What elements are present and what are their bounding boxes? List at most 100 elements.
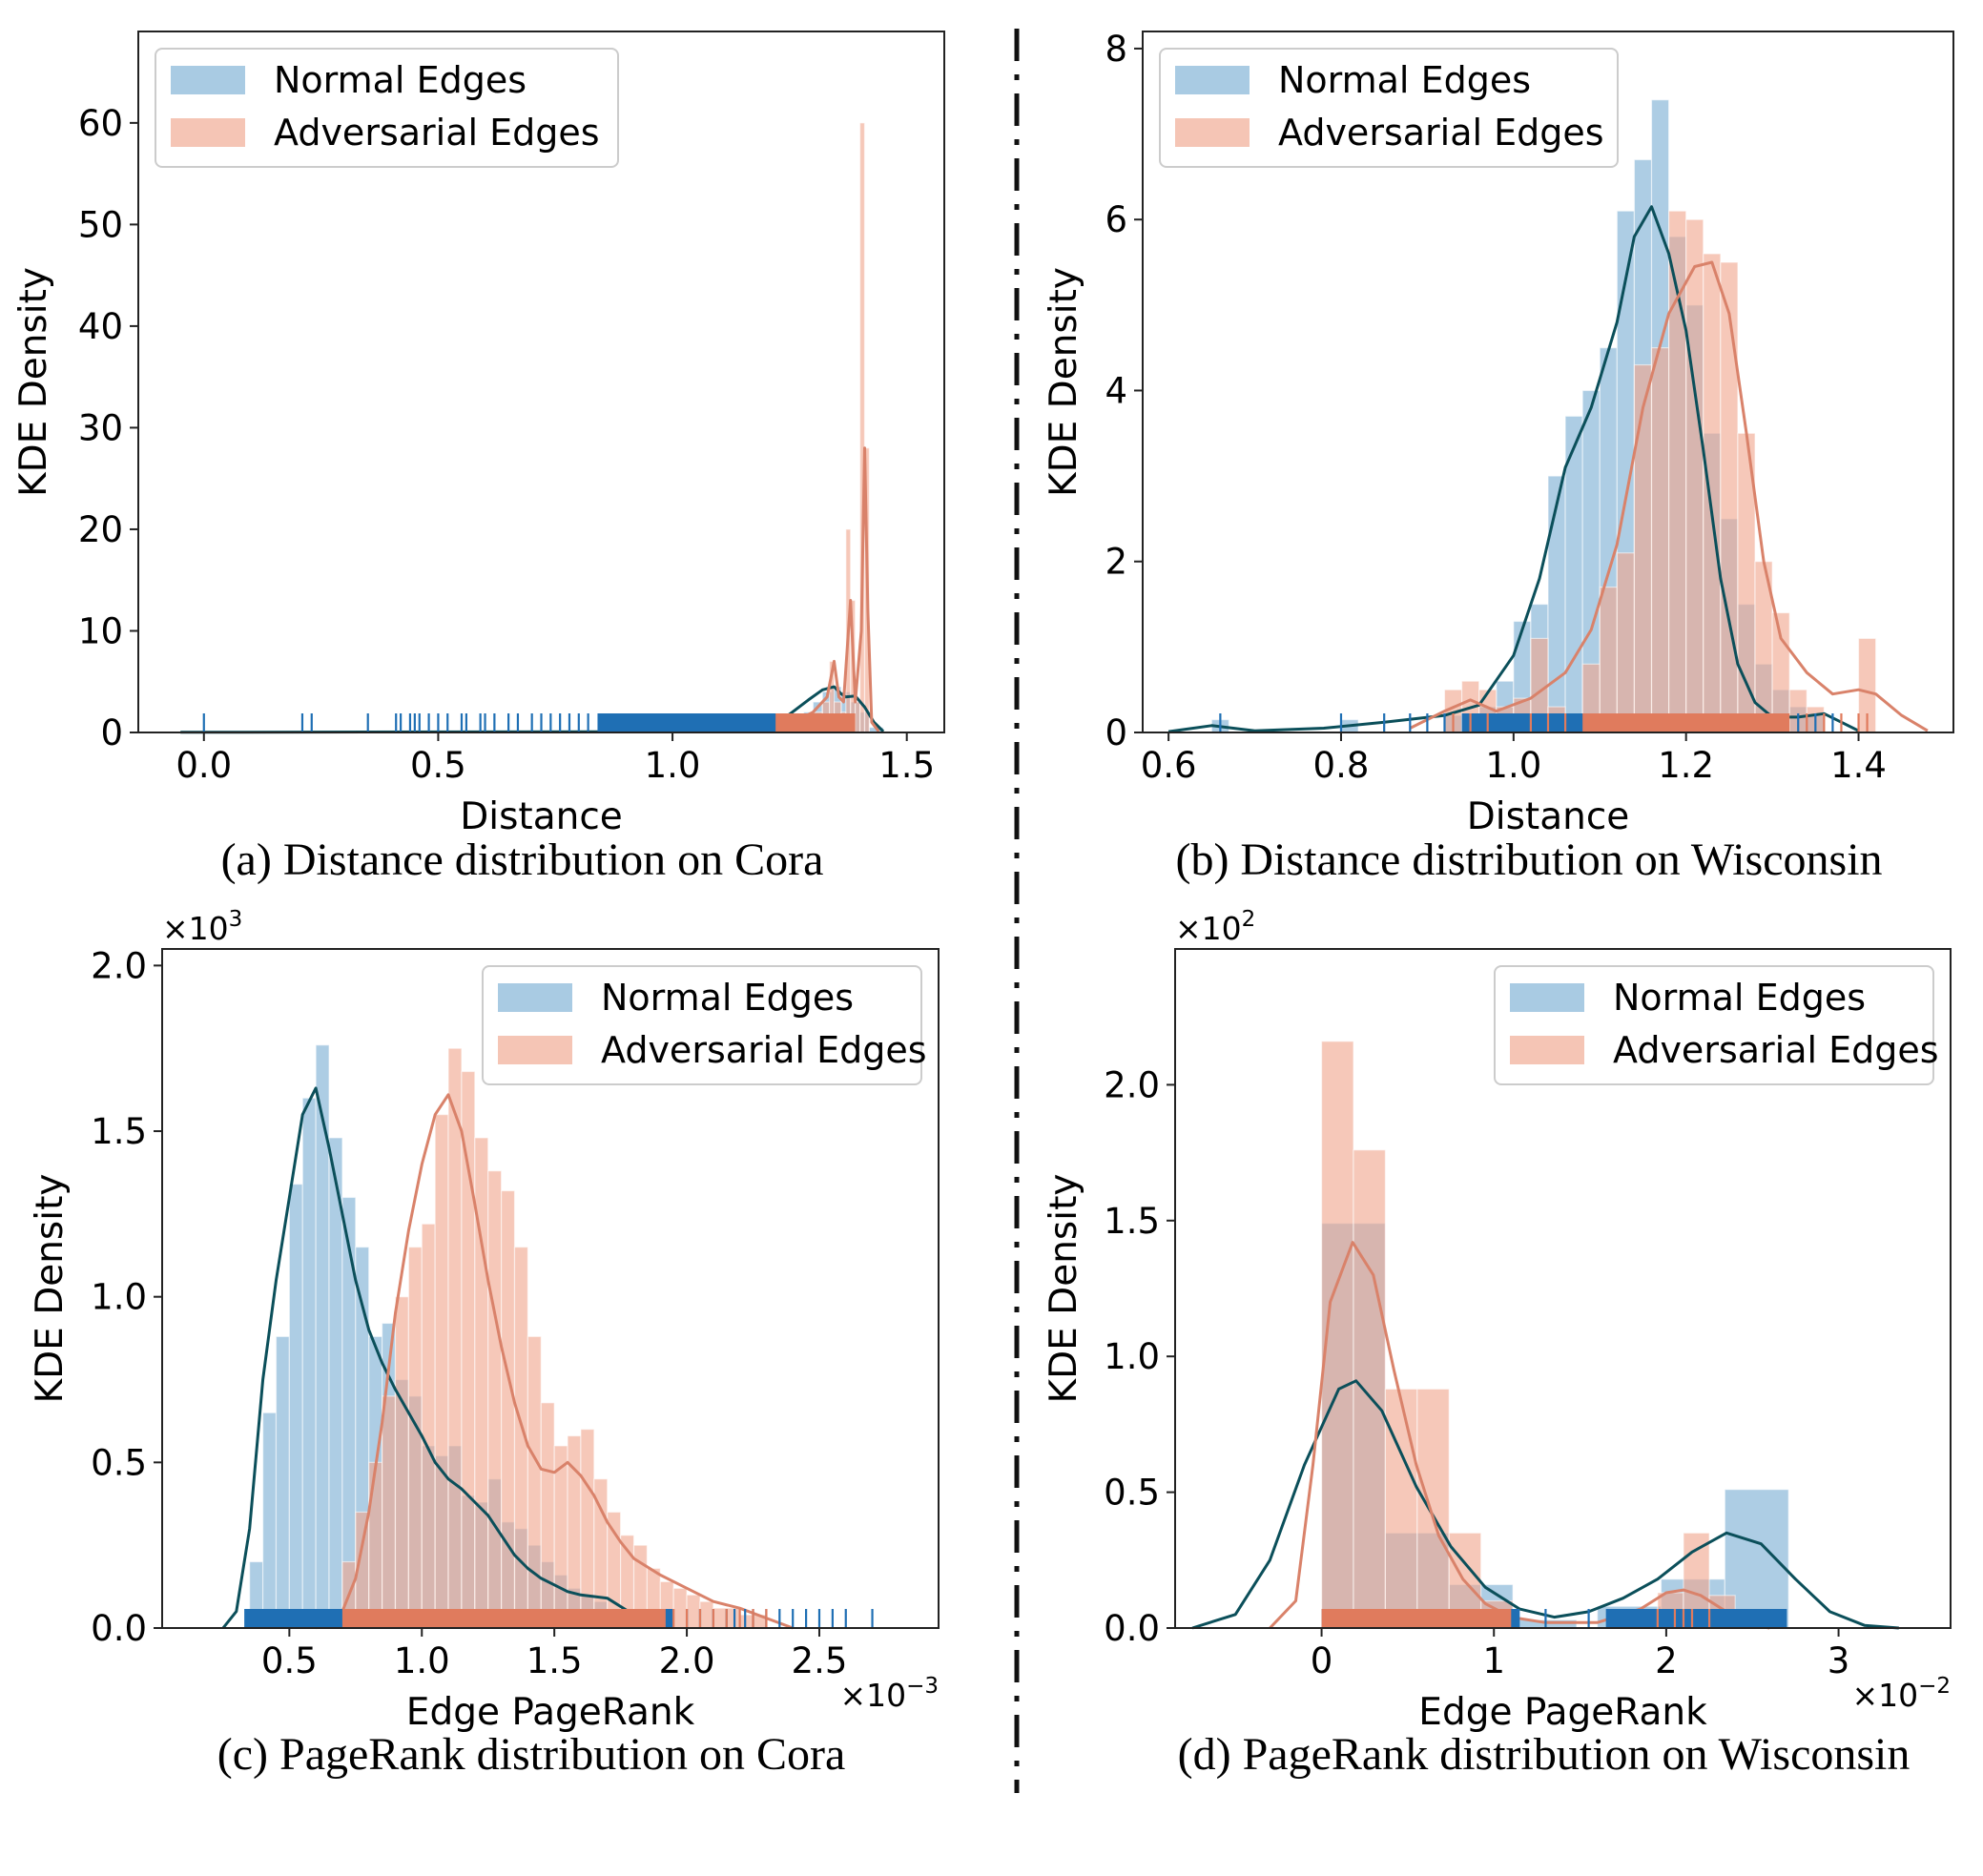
y-tick-label: 0	[100, 712, 123, 753]
histogram-bar	[699, 1600, 714, 1629]
multiplier-base: ×10	[1851, 1677, 1918, 1714]
rug-band	[597, 713, 785, 732]
legend-box	[1159, 48, 1619, 168]
legend-label: Adversarial Edges	[601, 1029, 927, 1071]
y-tick-label: 1.0	[91, 1277, 147, 1318]
histogram-bar	[1384, 1388, 1418, 1629]
histogram-bar	[1633, 363, 1653, 733]
rug-adversarial	[341, 1609, 768, 1628]
panel-c-pagerank-cora: 0.5 1.0 1.5 2.0 2.5 0.0 0.5 1.0 1.5 2.0 Edge PageR…	[29, 907, 940, 1780]
y-tick-label: 0.0	[91, 1608, 147, 1649]
histogram-adversarial	[1320, 1041, 1736, 1629]
panel-caption: (c) PageRank distribution on Cora	[217, 1729, 846, 1780]
histogram-bar	[1353, 1149, 1387, 1629]
histogram-bar	[1720, 261, 1739, 733]
y-axis-multiplier: ×103	[162, 907, 242, 947]
histogram-bar	[1703, 253, 1722, 733]
y-tick-label: 1.5	[91, 1111, 147, 1152]
legend: Normal Edges Adversarial Edges	[1494, 965, 1939, 1085]
histogram-bar	[1650, 347, 1670, 733]
kde-line-normal	[1191, 1379, 1899, 1630]
x-tick-label: 1.0	[394, 1640, 450, 1681]
y-tick-label: 0.5	[91, 1442, 147, 1483]
legend-label: Adversarial Edges	[274, 112, 600, 154]
histogram-bar	[394, 1296, 409, 1629]
y-axis-label: KDE Density	[29, 1174, 72, 1404]
rug-adversarial	[1321, 1609, 1711, 1628]
y-axis-label: KDE Density	[12, 267, 55, 497]
legend-swatch-normal	[498, 983, 572, 1012]
histogram-bar	[301, 1097, 317, 1629]
histogram-bar	[487, 1170, 503, 1629]
plot-frame	[161, 948, 940, 1629]
x-tick-label: 0	[1311, 1640, 1333, 1681]
panel-caption: (d) PageRank distribution on Wisconsin	[1178, 1729, 1911, 1780]
x-axis-label: Edge PageRank	[406, 1691, 695, 1734]
y-axis-multiplier: ×102	[1175, 907, 1255, 947]
panel-caption: (a) Distance distribution on Cora	[221, 835, 824, 885]
histogram-bar	[275, 1335, 290, 1629]
histogram-adversarial	[794, 122, 870, 733]
y-tick-label: 1.5	[1104, 1201, 1160, 1242]
histogram-bar	[672, 1587, 688, 1629]
multiplier-base: ×10	[1175, 910, 1242, 947]
panel-d-pagerank-wisconsin: 0 1 2 3 0.0 0.5 1.0 1.5 2.0 Edge PageRank KDE Dens…	[1043, 907, 1952, 1780]
histogram-bar	[421, 1223, 436, 1629]
rug-adversarial	[1452, 713, 1869, 732]
histogram-bar	[553, 1445, 568, 1629]
kde-line-adversarial	[315, 1093, 794, 1630]
histogram-bar	[461, 1070, 476, 1629]
y-axis-label: KDE Density	[1043, 267, 1085, 497]
legend: Normal Edges Adversarial Edges	[482, 965, 927, 1085]
histogram-bar	[434, 1114, 449, 1629]
legend-box	[1494, 965, 1934, 1085]
legend: Normal Edges Adversarial Edges	[1159, 48, 1619, 168]
legend-swatch-adversarial	[498, 1036, 572, 1064]
x-tick-label: 2.5	[792, 1640, 848, 1681]
x-tick-label: 0.6	[1141, 745, 1197, 786]
y-tick-label: 2	[1105, 542, 1127, 583]
kde-line-adversarial	[1269, 1241, 1770, 1630]
multiplier-exponent: −3	[906, 1674, 939, 1699]
x-tick-label: 1.0	[645, 745, 701, 786]
y-tick-label: 0.0	[1104, 1608, 1160, 1649]
x-tick-label: 1.0	[1485, 745, 1541, 786]
legend-label: Normal Edges	[601, 977, 854, 1019]
x-tick-label: 1.5	[527, 1640, 583, 1681]
x-axis-multiplier: ×10−3	[839, 1674, 939, 1714]
histogram-adversarial	[1443, 210, 1877, 733]
histogram-bar	[527, 1335, 542, 1629]
x-axis-label: Distance	[1467, 795, 1630, 838]
x-tick-label: 2.0	[659, 1640, 715, 1681]
legend-box	[482, 965, 922, 1085]
histogram-bar	[1685, 218, 1704, 733]
x-tick-label: 1	[1482, 1640, 1505, 1681]
multiplier-exponent: 3	[229, 907, 243, 932]
y-tick-label: 30	[78, 407, 123, 448]
plot-frame	[137, 31, 945, 733]
histogram-bar	[407, 1246, 423, 1629]
rug-band	[1605, 1609, 1787, 1628]
plot-frame	[1142, 31, 1954, 733]
y-tick-label: 4	[1105, 370, 1127, 411]
histogram-bar	[501, 1189, 516, 1629]
panel-a-distance-cora: 0.0 0.5 1.0 1.5 0 10 20 30 40 50 60 Distance KDE Den…	[12, 31, 945, 885]
histogram-adversarial	[341, 1047, 768, 1629]
kde-line-adversarial	[775, 446, 880, 733]
y-tick-label: 40	[78, 306, 123, 347]
histogram-bar	[855, 701, 861, 733]
multiplier-exponent: 2	[1242, 907, 1256, 932]
panel-b-distance-wisconsin: 0.6 0.8 1.0 1.2 1.4 0 2 4 6 8 Distance KDE Density N…	[1043, 29, 1954, 885]
kde-line-normal	[221, 1086, 661, 1629]
x-tick-label: 0.0	[176, 745, 232, 786]
x-tick-label: 1.2	[1658, 745, 1714, 786]
y-tick-label: 60	[78, 103, 123, 144]
x-tick-label: 0.8	[1313, 745, 1370, 786]
multiplier-base: ×10	[839, 1677, 906, 1714]
multiplier-exponent: −2	[1918, 1674, 1951, 1699]
rug-normal	[202, 713, 785, 732]
x-tick-label: 3	[1828, 1640, 1850, 1681]
y-tick-label: 8	[1105, 29, 1127, 70]
x-tick-label: 2	[1655, 1640, 1678, 1681]
